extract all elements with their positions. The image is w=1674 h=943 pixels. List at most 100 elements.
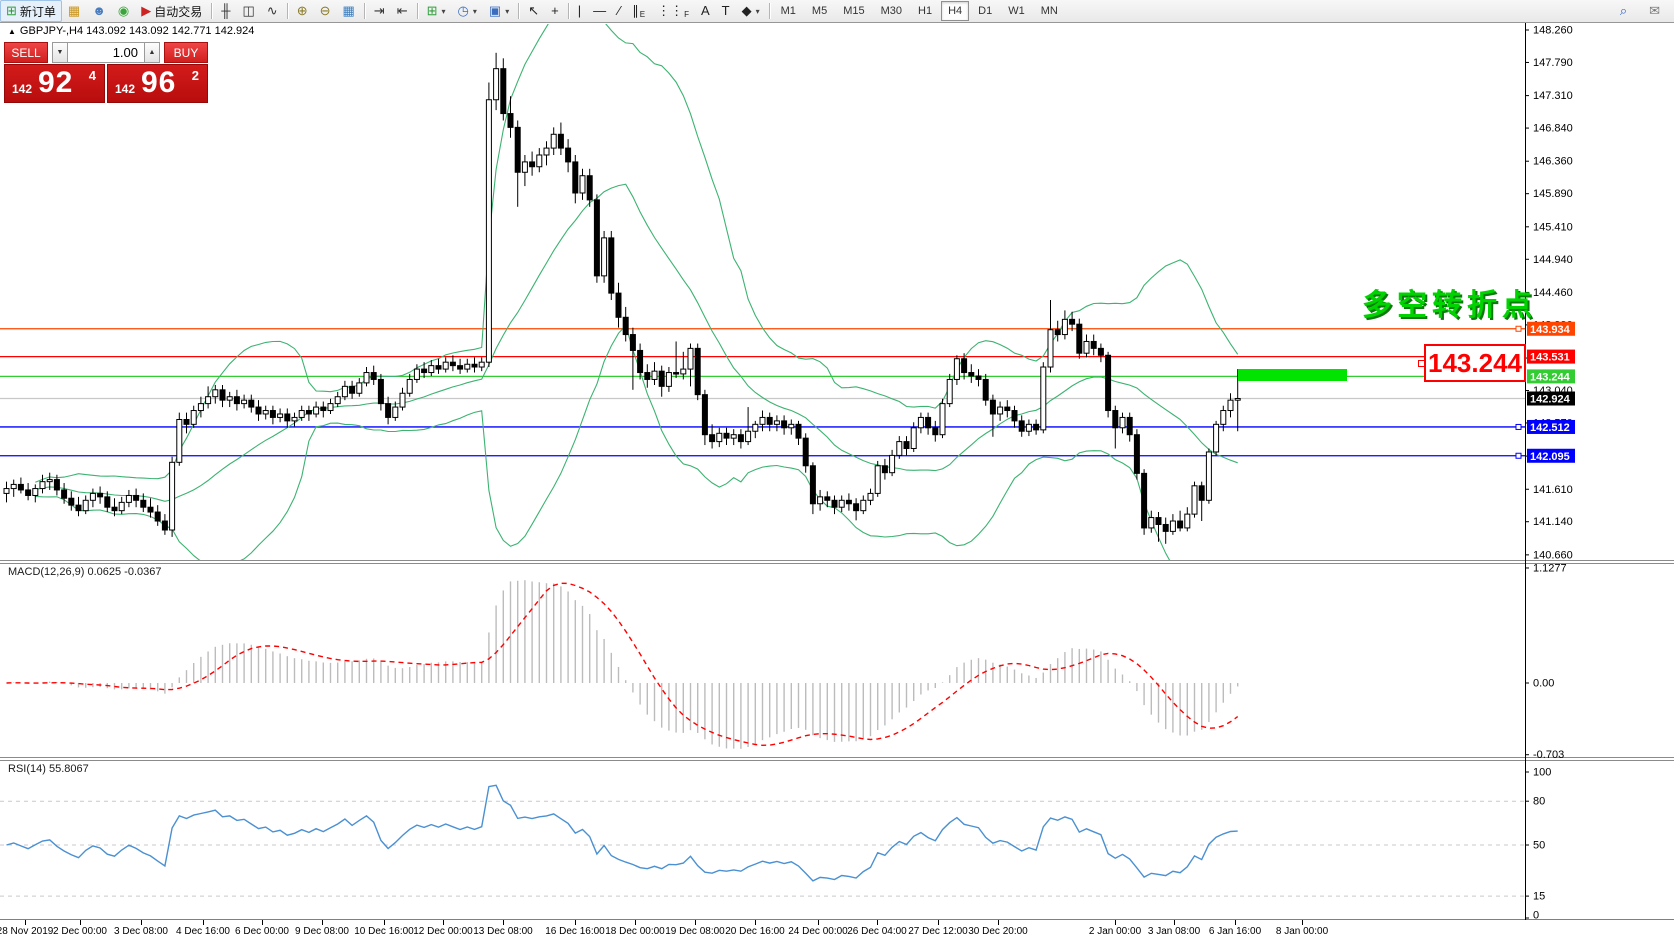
candle-body bbox=[241, 399, 248, 405]
candle-body bbox=[1033, 423, 1040, 431]
sell-button[interactable]: SELL bbox=[4, 42, 48, 63]
candle-body bbox=[658, 370, 665, 387]
trendline-button[interactable]: ∕ bbox=[612, 0, 626, 22]
time-axis-label: 2 Jan 00:00 bbox=[1088, 926, 1142, 937]
axis-tick-label: 140.660 bbox=[1533, 549, 1573, 561]
callout-text: 143.244 bbox=[1428, 348, 1522, 378]
time-axis: 28 Nov 2019 2 Dec 00:00 3 Dec 08:00 4 Dec 1… bbox=[0, 924, 1674, 943]
timeframe-m5[interactable]: M5 bbox=[811, 5, 828, 17]
equidistant-channel-button[interactable]: ∥ E bbox=[626, 0, 651, 22]
cursor-button[interactable]: ↖ bbox=[522, 0, 545, 22]
candle-body bbox=[622, 316, 629, 336]
fibonacci-icon: ⋮⋮ bbox=[657, 3, 684, 18]
market-watch-button[interactable]: ▦ bbox=[62, 0, 86, 22]
zoom-in-icon: ⊕ bbox=[296, 3, 308, 18]
candle-body bbox=[968, 372, 975, 377]
price-box-label: 143.934 bbox=[1530, 324, 1571, 336]
templates-dropdown[interactable]: ▣ ▾ bbox=[483, 0, 515, 22]
candle-body bbox=[637, 349, 644, 374]
candle-body bbox=[1126, 416, 1133, 436]
fibonacci-button[interactable]: ⋮⋮ F bbox=[651, 0, 695, 22]
timeframe-d1[interactable]: D1 bbox=[978, 5, 993, 17]
community-button[interactable]: ◉ bbox=[112, 0, 135, 22]
volume-increase-button[interactable]: ▲ bbox=[144, 42, 160, 63]
timeframe-m30[interactable]: M30 bbox=[880, 5, 903, 17]
navigator-button[interactable]: ☻ bbox=[86, 0, 112, 22]
candle-body bbox=[385, 403, 392, 418]
zoom-in-button[interactable]: ⊕ bbox=[291, 0, 314, 22]
sub-letter: E bbox=[639, 9, 646, 19]
text-button[interactable]: A bbox=[695, 0, 716, 22]
candle-body bbox=[133, 494, 140, 501]
vertical-line-button[interactable]: | bbox=[572, 0, 587, 22]
price-callout-label[interactable]: 143.244 bbox=[1418, 344, 1526, 382]
equidistant-channel-icon: ∥ bbox=[632, 3, 639, 18]
timeframe-h4[interactable]: H4 bbox=[941, 1, 970, 21]
candle-body bbox=[377, 378, 384, 405]
candle-body bbox=[262, 410, 269, 415]
periods-dropdown[interactable]: ◷ ▾ bbox=[452, 0, 483, 22]
autotrading-button[interactable]: ▶ 自动交易 bbox=[135, 0, 208, 22]
time-axis-label: 10 Dec 16:00 bbox=[354, 926, 414, 937]
line-chart-button[interactable]: ∿ bbox=[261, 0, 284, 22]
candle-body bbox=[579, 175, 586, 194]
auto-scroll-button[interactable]: ⇥ bbox=[368, 0, 391, 22]
candle-body bbox=[860, 499, 867, 512]
highlight-bar[interactable] bbox=[1238, 369, 1347, 381]
buy-price-box[interactable]: 142 96 2 bbox=[107, 64, 208, 103]
candle-body bbox=[1177, 520, 1184, 529]
candlestick-chart-button[interactable]: ◫ bbox=[236, 0, 260, 22]
collapse-panel-icon[interactable]: ▲ bbox=[8, 27, 16, 36]
candle-body bbox=[17, 483, 24, 491]
bar-chart-button[interactable]: ╫ bbox=[215, 0, 236, 22]
price-box-142.512 bbox=[1527, 419, 1575, 434]
candle-body bbox=[889, 454, 896, 474]
candle-body bbox=[125, 494, 132, 503]
crosshair-button[interactable]: + bbox=[545, 0, 565, 22]
candle-body bbox=[421, 368, 428, 374]
candle-body bbox=[572, 161, 579, 194]
price-axis: 148.260 147.790 147.310 146.840 146.360 145.8… bbox=[1525, 25, 1575, 561]
timeframe-m1[interactable]: M1 bbox=[780, 5, 796, 17]
chat-button[interactable]: ✉ bbox=[1643, 0, 1666, 22]
candle-body bbox=[1205, 451, 1212, 501]
rsi-panel bbox=[0, 784, 1525, 897]
horizontal-line-icon: — bbox=[593, 3, 607, 18]
autotrading-icon: ▶ bbox=[141, 3, 152, 18]
candle-body bbox=[111, 506, 118, 512]
candle-body bbox=[399, 392, 406, 408]
candle-body bbox=[629, 334, 636, 351]
timeframe-w1[interactable]: W1 bbox=[1008, 5, 1025, 17]
candle-body bbox=[1213, 423, 1220, 453]
navigator-icon: ☻ bbox=[92, 3, 106, 18]
axis-tick-label: 148.260 bbox=[1533, 25, 1573, 37]
search-button[interactable]: ⌕ bbox=[1614, 0, 1633, 22]
sell-price-box[interactable]: 142 92 4 bbox=[4, 64, 105, 103]
rsi-tick-label: 80 bbox=[1533, 796, 1545, 808]
text-label-button[interactable]: T bbox=[716, 0, 736, 22]
volume-decrease-button[interactable]: ▼ bbox=[52, 42, 68, 63]
timeframe-m15[interactable]: M15 bbox=[843, 5, 865, 17]
candle-body bbox=[1069, 318, 1076, 325]
new-order-button[interactable]: ⊞ 新订单 bbox=[0, 0, 62, 22]
shapes-dropdown[interactable]: ◆ ▾ bbox=[736, 0, 766, 22]
timeframe-mn[interactable]: MN bbox=[1040, 5, 1058, 17]
candle-body bbox=[1018, 420, 1025, 432]
candle-body bbox=[1004, 406, 1011, 412]
tile-windows-button[interactable]: ▦ bbox=[337, 0, 361, 22]
axis-tick-label: 146.840 bbox=[1533, 123, 1573, 135]
indicators-dropdown[interactable]: ⊞ ▾ bbox=[421, 0, 452, 22]
horizontal-line-button[interactable]: — bbox=[587, 0, 612, 22]
time-axis-label: 6 Dec 00:00 bbox=[235, 926, 289, 937]
buy-button[interactable]: BUY bbox=[164, 42, 208, 63]
candle-body bbox=[766, 416, 773, 425]
macd-signal-line bbox=[6, 582, 1239, 747]
chart-shift-button[interactable]: ⇤ bbox=[391, 0, 414, 22]
zoom-out-button[interactable]: ⊖ bbox=[314, 0, 337, 22]
candle-body bbox=[997, 406, 1004, 415]
timeframe-h1[interactable]: H1 bbox=[918, 5, 933, 17]
turning-point-annotation[interactable]: 多空转折点 bbox=[1362, 289, 1537, 322]
sell-price-sup: 4 bbox=[88, 68, 96, 83]
volume-input[interactable]: 1.00 bbox=[68, 42, 144, 63]
